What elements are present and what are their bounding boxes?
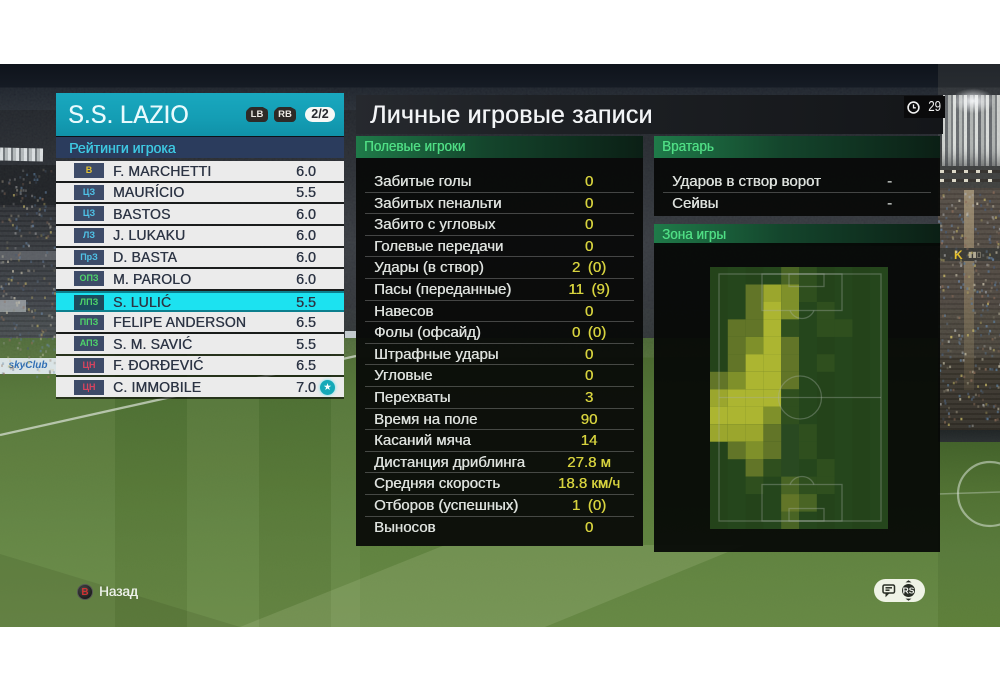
svg-text:RS: RS xyxy=(903,586,915,596)
